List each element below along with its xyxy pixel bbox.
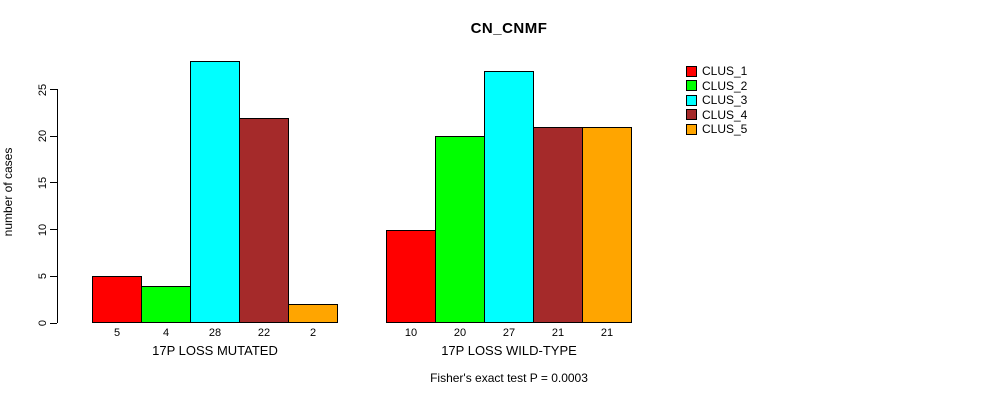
legend-swatch-clus_1 [686, 65, 697, 77]
x-group-label-wildtype: 17P LOSS WILD-TYPE [441, 343, 577, 358]
y-tick-label-20: 20 [37, 130, 49, 143]
bar-value-label-clus_3-group1: 28 [208, 327, 222, 339]
bar-value-label-clus_3-group2: 27 [502, 327, 516, 339]
bar-value-label-clus_5-group1: 2 [309, 327, 317, 339]
bar-clus_3-group2 [484, 70, 534, 323]
legend-label-clus_2: CLUS_2 [702, 78, 748, 93]
bar-value-label-clus_2-group1: 4 [162, 327, 170, 339]
legend-label-clus_4: CLUS_4 [702, 107, 748, 122]
stat-annotation: Fisher's exact test P = 0.0003 [430, 371, 588, 385]
y-tick-mark-20 [50, 135, 57, 137]
x-group-label-mutated: 17P LOSS MUTATED [152, 343, 278, 358]
legend-item-clus_1: CLUS_1 [686, 65, 747, 77]
chart-title: CN_CNMF [470, 20, 548, 37]
legend-label-clus_3: CLUS_3 [702, 93, 748, 108]
bar-clus_1-group2 [386, 229, 436, 323]
legend-swatch-clus_5 [686, 123, 697, 135]
bar-clus_2-group1 [141, 285, 191, 323]
bar-clus_5-group1 [288, 304, 338, 323]
y-tick-label-15: 15 [37, 176, 49, 190]
legend-item-clus_3: CLUS_3 [686, 94, 747, 106]
y-tick-label-10: 10 [37, 223, 49, 236]
legend-item-clus_2: CLUS_2 [686, 80, 747, 92]
legend-item-clus_4: CLUS_4 [686, 109, 747, 121]
bar-clus_4-group1 [239, 117, 289, 323]
y-tick-label-5: 5 [37, 273, 49, 280]
bar-clus_5-group2 [582, 126, 632, 323]
bar-clus_4-group2 [533, 126, 583, 323]
y-tick-label-25: 25 [37, 83, 49, 96]
legend-swatch-clus_3 [686, 94, 697, 106]
legend-item-clus_5: CLUS_5 [686, 123, 747, 135]
bar-value-label-clus_2-group2: 20 [453, 327, 467, 339]
bar-value-label-clus_1-group1: 5 [113, 327, 121, 339]
legend-label-clus_5: CLUS_5 [702, 122, 748, 137]
y-tick-mark-0 [50, 322, 57, 324]
y-axis-line [57, 89, 58, 323]
legend-label-clus_1: CLUS_1 [702, 64, 748, 78]
bar-value-label-clus_5-group2: 21 [600, 327, 614, 339]
y-tick-mark-15 [50, 182, 57, 184]
legend-swatch-clus_2 [686, 80, 697, 92]
y-tick-mark-10 [50, 229, 57, 231]
bar-clus_3-group1 [190, 61, 240, 323]
y-tick-mark-5 [50, 275, 57, 277]
bar-clus_2-group2 [435, 136, 485, 323]
y-tick-mark-25 [50, 89, 57, 90]
y-tick-label-0: 0 [37, 319, 49, 327]
bar-clus_1-group1 [92, 276, 142, 323]
legend-swatch-clus_4 [686, 109, 697, 121]
bar-value-label-clus_4-group1: 22 [257, 327, 271, 339]
y-axis-title: number of cases [1, 147, 15, 237]
bar-value-label-clus_1-group2: 10 [404, 327, 418, 339]
bar-value-label-clus_4-group2: 21 [551, 327, 565, 339]
